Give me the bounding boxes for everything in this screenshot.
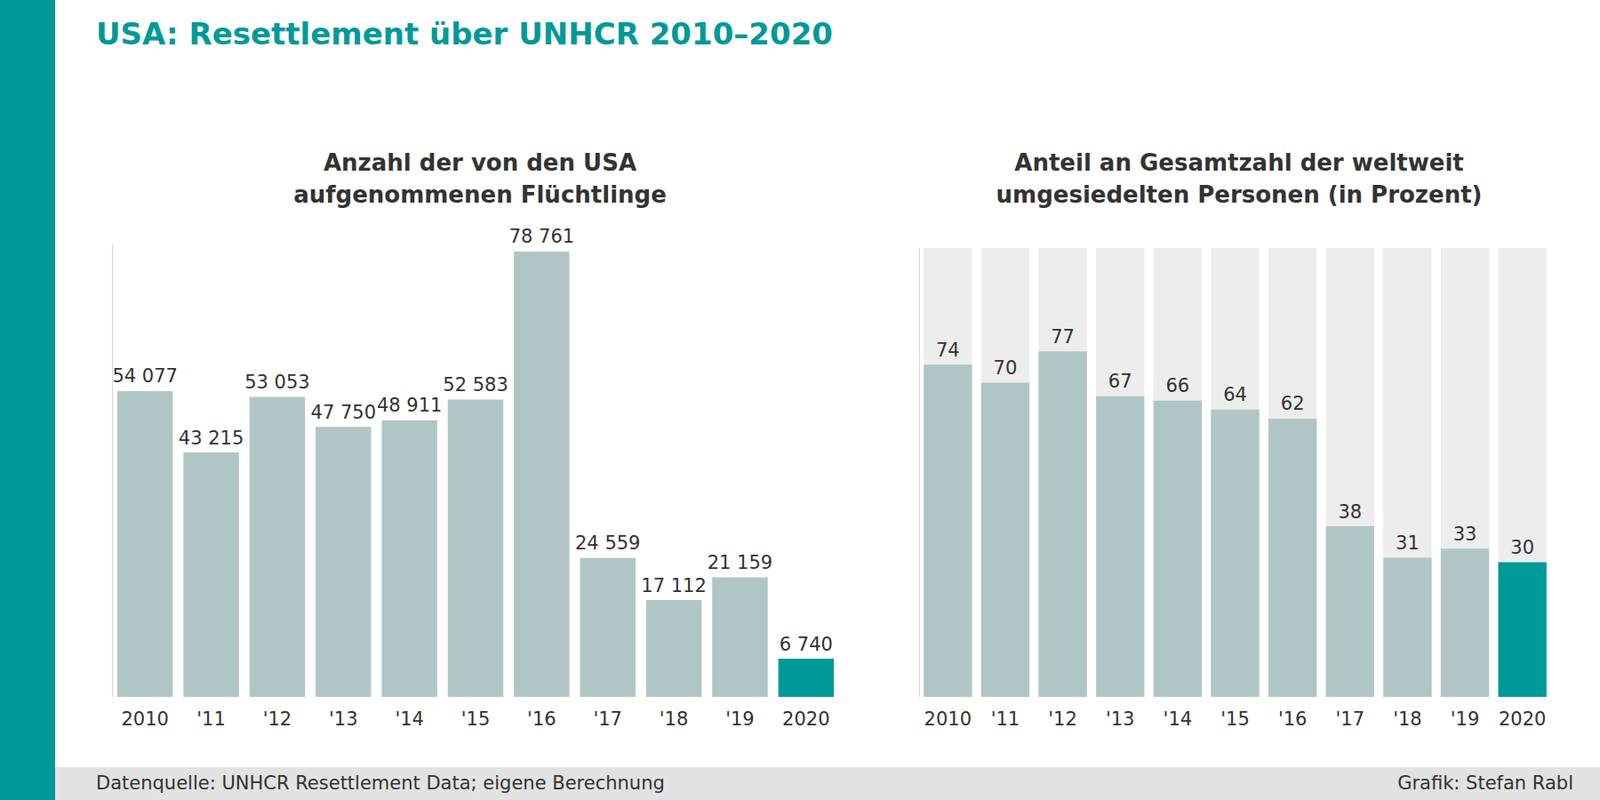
svg-text:33: 33 — [1453, 523, 1478, 545]
html-text:Grafik: Stefan Rabl: Grafik: Stefan Rabl — [1397, 772, 1574, 794]
svg-text:'11: '11 — [991, 708, 1021, 730]
svg-text:6 740: 6 740 — [779, 633, 833, 656]
svg-text:'19: '19 — [1450, 708, 1480, 730]
svg-text:66: 66 — [1165, 375, 1190, 397]
svg-text:30: 30 — [1510, 536, 1535, 559]
svg-text:48 911: 48 911 — [376, 394, 442, 416]
svg-text:umgesiedelten Personen (in Pro: umgesiedelten Personen (in Prozent) — [996, 181, 1483, 208]
svg-text:52 583: 52 583 — [442, 374, 508, 396]
svg-text:74: 74 — [936, 339, 960, 361]
svg-text:'16: '16 — [527, 708, 557, 730]
svg-text:43 215: 43 215 — [178, 427, 244, 449]
svg-text:'12: '12 — [263, 708, 293, 730]
svg-text:aufgenommenen Flüchtlinge: aufgenommenen Flüchtlinge — [293, 181, 667, 208]
svg-text:2010: 2010 — [120, 708, 168, 730]
svg-text:'19: '19 — [725, 708, 755, 730]
svg-text:78 761: 78 761 — [509, 225, 575, 248]
svg-text:'16: '16 — [1278, 708, 1308, 730]
svg-text:'13: '13 — [1105, 708, 1136, 730]
svg-text:Anzahl der von den USA: Anzahl der von den USA — [323, 149, 637, 176]
svg-text:'17: '17 — [592, 708, 623, 730]
svg-text:77: 77 — [1050, 326, 1075, 348]
svg-text:54 077: 54 077 — [112, 365, 177, 387]
svg-text:'18: '18 — [1392, 708, 1423, 730]
svg-text:'18: '18 — [659, 708, 689, 730]
svg-text:64: 64 — [1223, 384, 1248, 406]
svg-text:67: 67 — [1108, 370, 1133, 392]
svg-text:'17: '17 — [1336, 708, 1366, 730]
svg-text:'14: '14 — [1163, 708, 1193, 730]
svg-text:31: 31 — [1395, 532, 1420, 554]
svg-text:62: 62 — [1280, 392, 1305, 415]
svg-text:2020: 2020 — [782, 708, 830, 730]
svg-text:Anteil an Gesamtzahl der weltw: Anteil an Gesamtzahl der weltweit — [1014, 149, 1464, 176]
svg-text:'15: '15 — [461, 708, 491, 730]
svg-text:2020: 2020 — [1498, 708, 1546, 730]
svg-text:21 159: 21 159 — [707, 552, 773, 574]
svg-text:70: 70 — [993, 357, 1018, 379]
svg-text:'13: '13 — [328, 708, 359, 730]
html-text:USA: Resettlement über UNHCR 2: USA: Resettlement über UNHCR 2010–2020 — [96, 16, 833, 52]
svg-text:'14: '14 — [394, 708, 424, 730]
svg-text:47 750: 47 750 — [311, 401, 376, 424]
svg-text:38: 38 — [1337, 501, 1362, 523]
svg-text:2010: 2010 — [924, 708, 972, 730]
svg-text:53 053: 53 053 — [244, 371, 310, 393]
svg-text:24 559: 24 559 — [575, 532, 640, 554]
svg-text:17 112: 17 112 — [640, 575, 706, 597]
html-text:Datenquelle: UNHCR Resettlemen: Datenquelle: UNHCR Resettlement Data; ei… — [96, 772, 665, 794]
svg-text:'12: '12 — [1048, 708, 1078, 730]
svg-text:'11: '11 — [196, 708, 226, 730]
svg-text:'15: '15 — [1220, 708, 1250, 730]
